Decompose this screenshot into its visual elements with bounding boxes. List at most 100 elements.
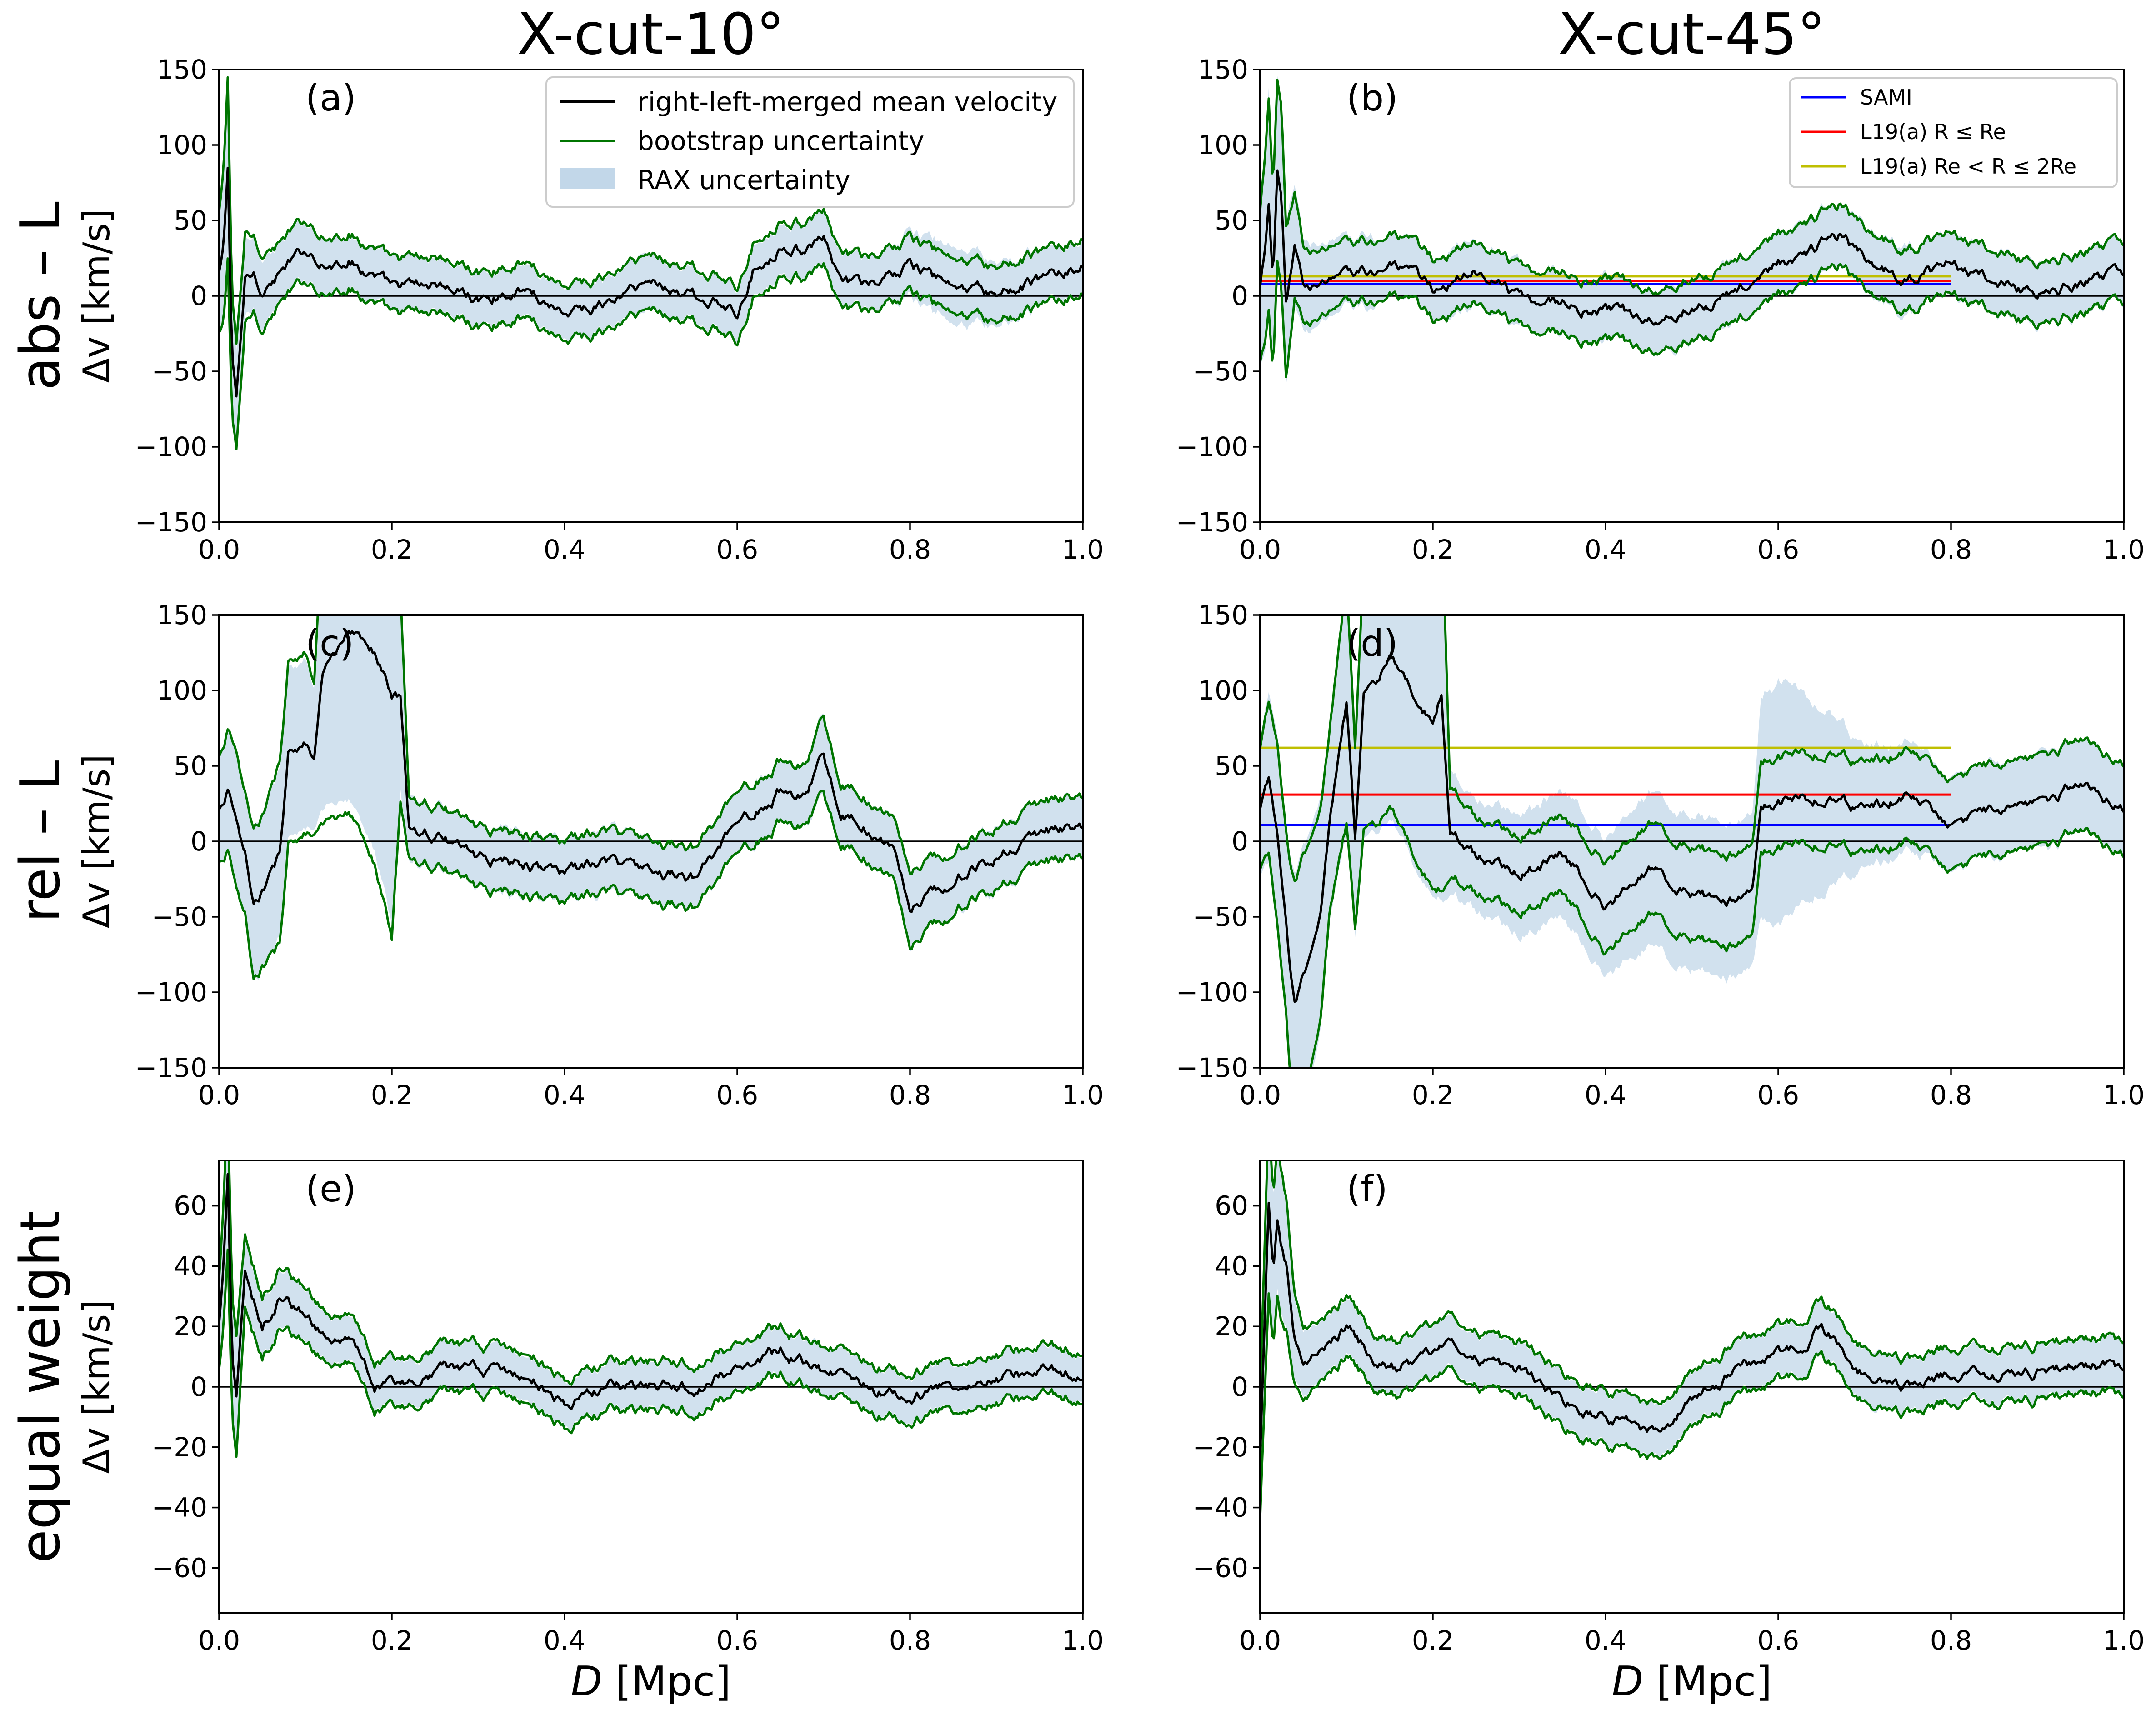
x-tick-label: 0.2	[371, 534, 413, 565]
y-tick-label: 150	[1198, 600, 1248, 630]
x-tick-label: 0.6	[1757, 1080, 1799, 1110]
y-tick-label: 0	[1231, 280, 1248, 311]
y-tick-label: −40	[1193, 1492, 1248, 1523]
x-axis-symbol: D	[571, 1658, 602, 1705]
rax-uncertainty-band	[1260, 1160, 2124, 1516]
x-tick-label: 1.0	[1062, 1625, 1104, 1656]
y-tick-label: 150	[157, 54, 207, 85]
x-tick-label: 0.2	[371, 1080, 413, 1110]
plot-area	[219, 76, 1083, 450]
bootstrap-lower-line	[219, 790, 1083, 980]
y-tick-label: −50	[1193, 901, 1248, 932]
mean-velocity-line	[1260, 169, 2124, 326]
y-tick-label: 0	[190, 280, 207, 311]
y-tick-label: −20	[1193, 1432, 1248, 1463]
x-tick-label: 0.8	[1930, 534, 1972, 565]
y-tick-label: 50	[1215, 750, 1248, 781]
panel-a: 0.0 0.2 0.4 0.6 0.8 1.0 −150 −100 −50 0 50 100 150 (a…	[135, 54, 1104, 565]
x-tick-label: 0.2	[1412, 534, 1454, 565]
panel-label: (a)	[305, 77, 356, 119]
row-title-abs-l: abs – L	[9, 201, 72, 390]
y-tick-label: 0	[1231, 1371, 1248, 1402]
plot-area	[1260, 75, 2124, 385]
legend-bootstrap-label: bootstrap uncertainty	[637, 125, 924, 156]
bootstrap-upper-line	[1260, 1160, 2124, 1406]
x-tick-label: 0.8	[889, 534, 931, 565]
y-tick-label: −50	[1193, 356, 1248, 387]
x-tick-label: 0.8	[889, 1625, 931, 1656]
rax-uncertainty-band	[219, 85, 1083, 442]
bootstrap-upper-line	[219, 615, 1083, 875]
x-tick-label: 1.0	[2103, 534, 2145, 565]
panel-f: 0.0 0.2 0.4 0.6 0.8 1.0 −60 −40 −20 0 20 40 60 (f)	[1193, 1160, 2145, 1656]
x-tick-label: 0.0	[198, 1080, 240, 1110]
y-tick-label: 40	[1215, 1250, 1248, 1281]
y-tick-label: 60	[174, 1190, 207, 1221]
panel-label: (c)	[305, 622, 354, 665]
x-tick-label: 0.4	[544, 1080, 585, 1110]
x-tick-label: 0.4	[1585, 1625, 1626, 1656]
x-tick-label: 1.0	[2103, 1625, 2145, 1656]
x-tick-label: 0.0	[1239, 534, 1281, 565]
rax-uncertainty-band	[219, 615, 1083, 981]
y-tick-label: 40	[174, 1250, 207, 1281]
y-tick-label: 20	[174, 1311, 207, 1342]
mean-velocity-line	[219, 630, 1083, 913]
bootstrap-upper-line	[1260, 615, 2124, 882]
panel-label: (e)	[305, 1168, 356, 1210]
panel-label: (f)	[1346, 1168, 1388, 1210]
y-tick-label: −50	[152, 901, 207, 932]
plot-area	[219, 1160, 1083, 1458]
x-tick-label: 1.0	[1062, 1080, 1104, 1110]
x-tick-label: 1.0	[1062, 534, 1104, 565]
x-tick-label: 0.0	[1239, 1080, 1281, 1110]
x-tick-label: 0.6	[1757, 534, 1799, 565]
y-tick-label: 60	[1215, 1190, 1248, 1221]
panel-c: 0.0 0.2 0.4 0.6 0.8 1.0 −150 −100 −50 0 50 100 150 (c…	[135, 600, 1104, 1110]
y-tick-label: 100	[1198, 675, 1248, 706]
x-axis-label-right: D [Mpc]	[1612, 1658, 1772, 1705]
legend-mean-label: right-left-merged mean velocity	[637, 86, 1057, 117]
y-tick-label: 100	[157, 130, 207, 160]
bootstrap-upper-line	[219, 1160, 1083, 1386]
y-tick-label: −150	[1176, 1052, 1248, 1083]
panel-label: (b)	[1346, 77, 1398, 119]
plot-area	[219, 615, 1083, 981]
panel-b: 0.0 0.2 0.4 0.6 0.8 1.0 −150 −100 −50 0 50 100 150 (b…	[1176, 54, 2145, 565]
mean-velocity-line	[219, 1173, 1083, 1410]
y-tick-label: 100	[1198, 130, 1248, 160]
y-axis-label-c: Δv [km/s]	[75, 755, 118, 929]
bootstrap-upper-line	[219, 76, 1083, 345]
y-tick-label: 0	[190, 826, 207, 857]
panel-e: 0.0 0.2 0.4 0.6 0.8 1.0 −60 −40 −20 0 20 40 60 (e)	[152, 1160, 1104, 1656]
y-tick-label: −150	[135, 507, 207, 538]
y-axis-label-e: Δv [km/s]	[75, 1300, 118, 1474]
column-title-right: X-cut-45°	[1558, 1, 1826, 67]
plot-area	[1260, 1160, 2124, 1520]
x-axis-unit: [Mpc]	[615, 1658, 731, 1705]
x-tick-label: 0.0	[198, 1625, 240, 1656]
row-title-rel-l: rel – L	[9, 760, 72, 922]
y-tick-label: 0	[190, 1371, 207, 1402]
y-tick-label: 20	[1215, 1311, 1248, 1342]
y-tick-label: −60	[152, 1552, 207, 1583]
y-tick-label: −20	[152, 1432, 207, 1463]
y-tick-label: 50	[1215, 205, 1248, 236]
bootstrap-upper-line	[1260, 79, 2124, 296]
bootstrap-lower-line	[1260, 260, 2124, 378]
legend-rax-swatch	[560, 168, 615, 189]
x-tick-label: 0.8	[1930, 1625, 1972, 1656]
bootstrap-lower-line	[1260, 1292, 2124, 1520]
legend-l19-inner-label: L19(a) R ≤ Re	[1860, 120, 2006, 144]
bootstrap-lower-line	[219, 257, 1083, 450]
x-tick-label: 0.0	[198, 534, 240, 565]
y-tick-label: −50	[152, 356, 207, 387]
column-title-left: X-cut-10°	[517, 1, 785, 67]
y-axis-label-a: Δv [km/s]	[75, 209, 118, 383]
y-tick-label: −100	[1176, 977, 1248, 1008]
x-tick-label: 0.0	[1239, 1625, 1281, 1656]
x-tick-label: 0.2	[1412, 1625, 1454, 1656]
legend-a: right-left-merged mean velocity bootstra…	[545, 76, 1075, 208]
x-tick-label: 1.0	[2103, 1080, 2145, 1110]
x-tick-label: 0.8	[889, 1080, 931, 1110]
